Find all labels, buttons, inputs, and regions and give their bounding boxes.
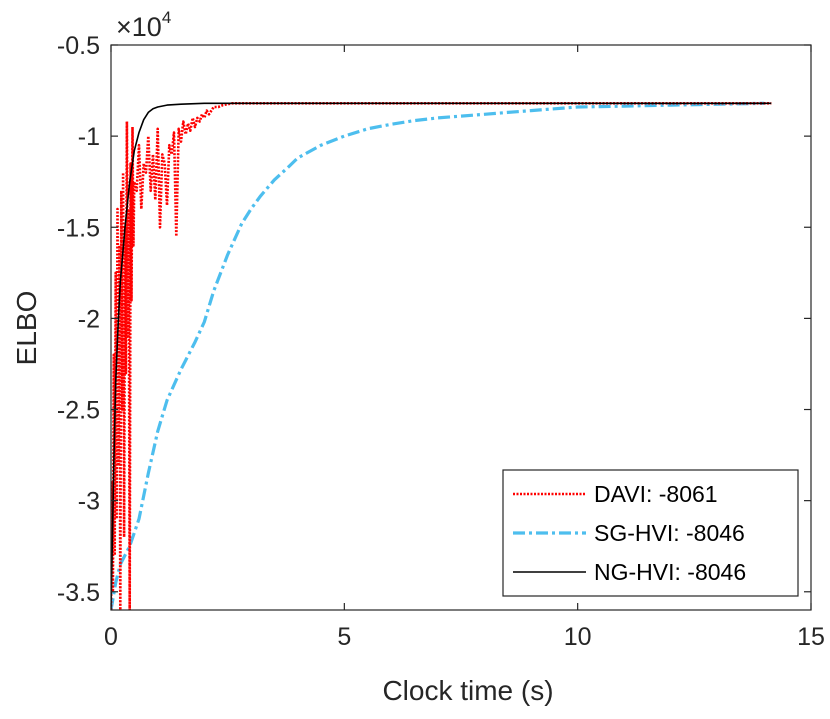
series-line-sg-hvi <box>111 101 765 610</box>
x-tick-label: 5 <box>337 623 351 651</box>
legend-label-davi: DAVI: -8061 <box>594 481 718 507</box>
y-tick-label: -3 <box>78 488 100 516</box>
legend-label-ng-hvi: NG-HVI: -8046 <box>594 559 746 585</box>
x-axis-label: Clock time (s) <box>382 675 553 706</box>
x-tick-label: 0 <box>104 623 118 651</box>
tick-layer: 0 5 10 15 -0.5 -1 -1.5 -2 -2.5 -3 -3.5 <box>57 32 825 651</box>
y-tick-label: -3.5 <box>57 579 100 607</box>
legend: DAVI: -8061 SG-HVI: -8046 NG-HVI: -8046 <box>502 469 799 597</box>
series-layer <box>111 101 772 610</box>
y-tick-label: -2 <box>78 305 100 333</box>
x-tick-label: 10 <box>564 623 592 651</box>
y-tick-label: -0.5 <box>57 32 100 60</box>
plot-frame <box>110 44 812 611</box>
y-axis-label: ELBO <box>11 291 42 366</box>
y-tick-label: -1.5 <box>57 214 100 242</box>
y-tick-label: -2.5 <box>57 397 100 425</box>
series-line-ng-hvi <box>111 102 772 610</box>
legend-label-sg-hvi: SG-HVI: -8046 <box>594 520 745 546</box>
x-tick-label: 15 <box>797 623 825 651</box>
y-multiplier: ×104 <box>116 8 171 42</box>
y-tick-label: -1 <box>78 123 100 151</box>
